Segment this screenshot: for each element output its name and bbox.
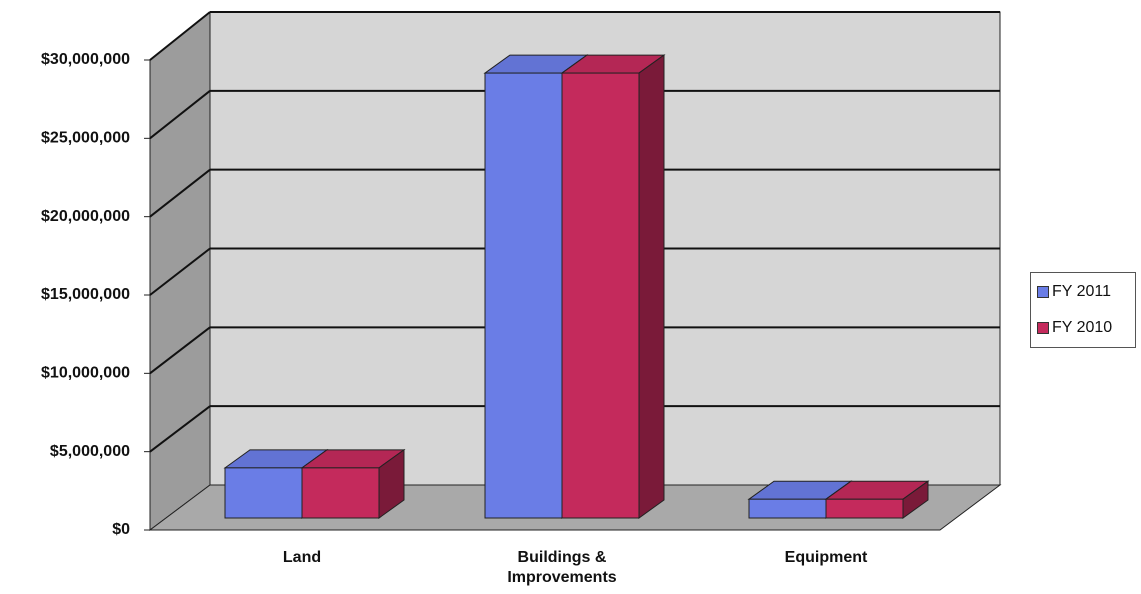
- bar-side: [638, 54, 665, 519]
- bar: [560, 54, 666, 519]
- grid-line: [149, 247, 211, 296]
- grid-line: [149, 326, 211, 375]
- legend-label: FY 2011: [1052, 283, 1112, 300]
- bar: [300, 448, 406, 519]
- legend-entry: FY 2010: [1037, 319, 1112, 337]
- grid-line: [149, 405, 211, 453]
- x-tick-label: Land: [282, 549, 322, 566]
- bar-front: [561, 72, 640, 519]
- y-tick-label: $5,000,000: [50, 443, 130, 460]
- y-tick-label: $30,000,000: [41, 51, 130, 68]
- bar-front: [484, 72, 563, 519]
- grid-line: [149, 168, 211, 218]
- grid-line: [149, 90, 211, 140]
- legend-entry: FY 2011: [1037, 283, 1111, 301]
- y-tick-label: $10,000,000: [41, 365, 130, 382]
- legend-swatch: [1037, 322, 1049, 334]
- legend-label: FY 2010: [1052, 319, 1113, 336]
- y-tick-label: $15,000,000: [41, 286, 130, 303]
- bar-front: [825, 498, 904, 519]
- bar-front: [224, 467, 303, 519]
- bar-front: [748, 498, 827, 519]
- grid-line: [149, 11, 211, 61]
- x-tick-label: Buildings & Improvements: [507, 549, 617, 586]
- bar: [824, 480, 930, 519]
- bar-front: [301, 467, 380, 519]
- legend: FY 2011 FY 2010: [1030, 272, 1136, 348]
- x-tick-label: Equipment: [784, 549, 868, 566]
- y-tick-label: $20,000,000: [41, 208, 130, 225]
- y-tick-label: $0: [112, 521, 130, 538]
- y-tick-label: $25,000,000: [41, 130, 130, 147]
- legend-swatch: [1037, 286, 1049, 298]
